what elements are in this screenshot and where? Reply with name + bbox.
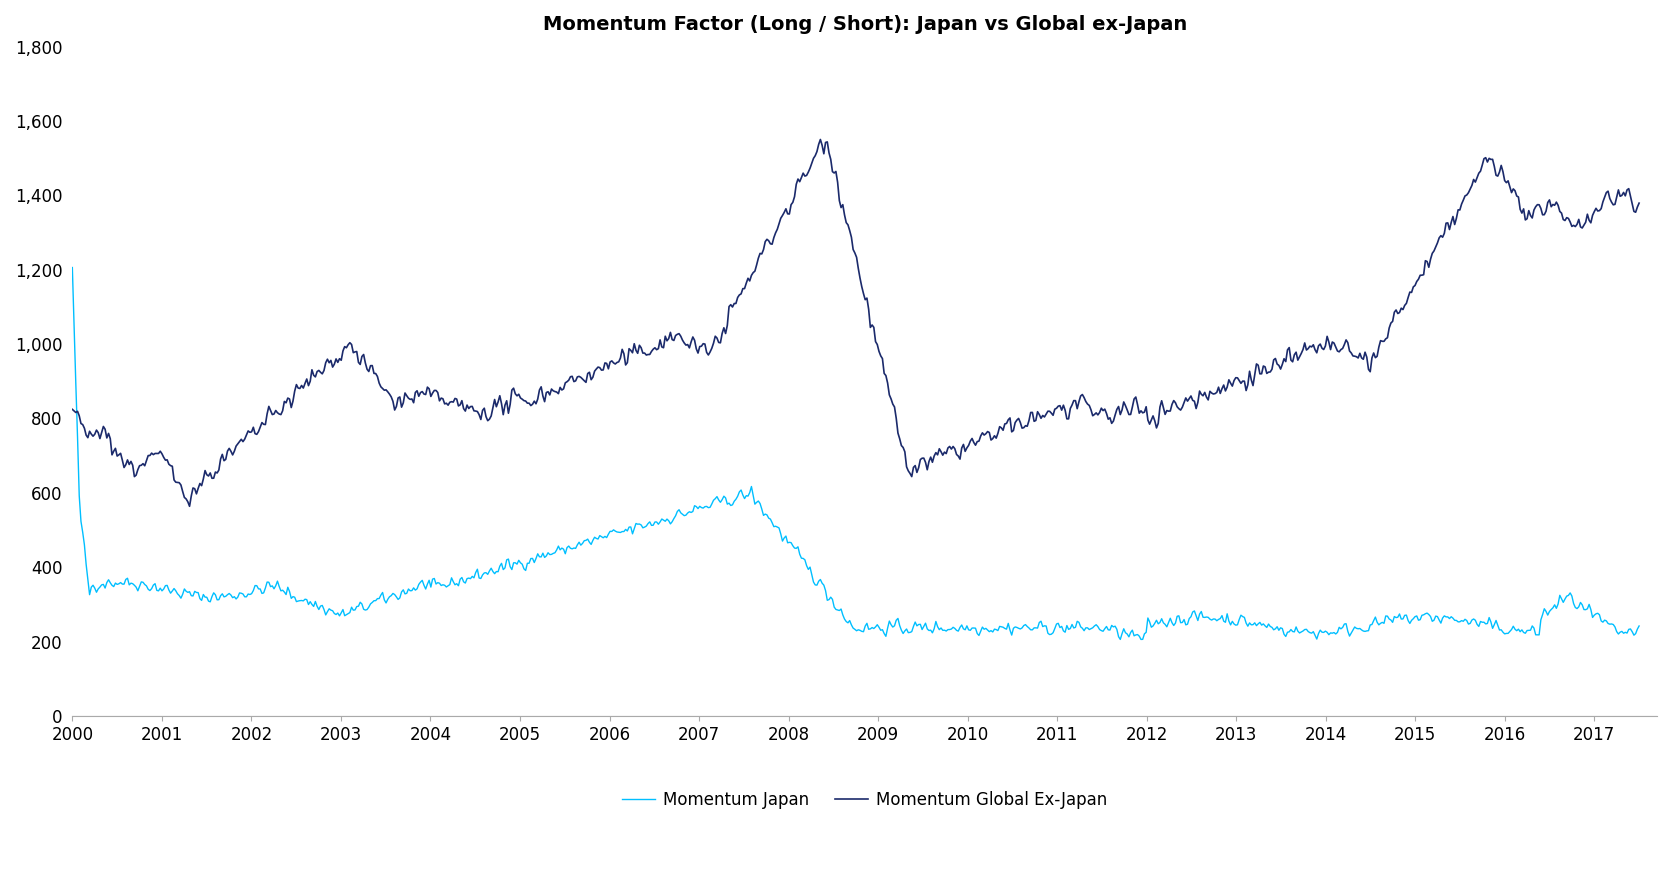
- Momentum Japan: [1149, 619, 1169, 629]
- Momentum Global Ex-Japan: [1167, 402, 1187, 412]
- Momentum Japan: [861, 624, 881, 635]
- Momentum Global Ex-Japan: [1441, 217, 1461, 227]
- Momentum Global Ex-Japan: [1197, 392, 1217, 403]
- Momentum Japan: [1165, 618, 1185, 628]
- Momentum Global Ex-Japan: [811, 135, 831, 145]
- Momentum Japan: [1440, 613, 1460, 624]
- Momentum Global Ex-Japan: [1150, 402, 1170, 412]
- Momentum Global Ex-Japan: [179, 501, 199, 512]
- Momentum Global Ex-Japan: [217, 446, 237, 457]
- Line: Momentum Japan: Momentum Japan: [72, 267, 1639, 640]
- Legend: Momentum Japan, Momentum Global Ex-Japan: Momentum Japan, Momentum Global Ex-Japan: [615, 784, 1114, 816]
- Title: Momentum Factor (Long / Short): Japan vs Global ex-Japan: Momentum Factor (Long / Short): Japan vs…: [542, 15, 1187, 34]
- Momentum Japan: [1195, 612, 1216, 623]
- Momentum Japan: [216, 591, 236, 602]
- Momentum Global Ex-Japan: [62, 404, 82, 415]
- Line: Momentum Global Ex-Japan: Momentum Global Ex-Japan: [72, 140, 1639, 506]
- Momentum Japan: [1130, 635, 1150, 645]
- Momentum Japan: [1629, 620, 1649, 631]
- Momentum Japan: [62, 262, 82, 273]
- Momentum Global Ex-Japan: [864, 322, 884, 333]
- Momentum Global Ex-Japan: [1629, 198, 1649, 209]
